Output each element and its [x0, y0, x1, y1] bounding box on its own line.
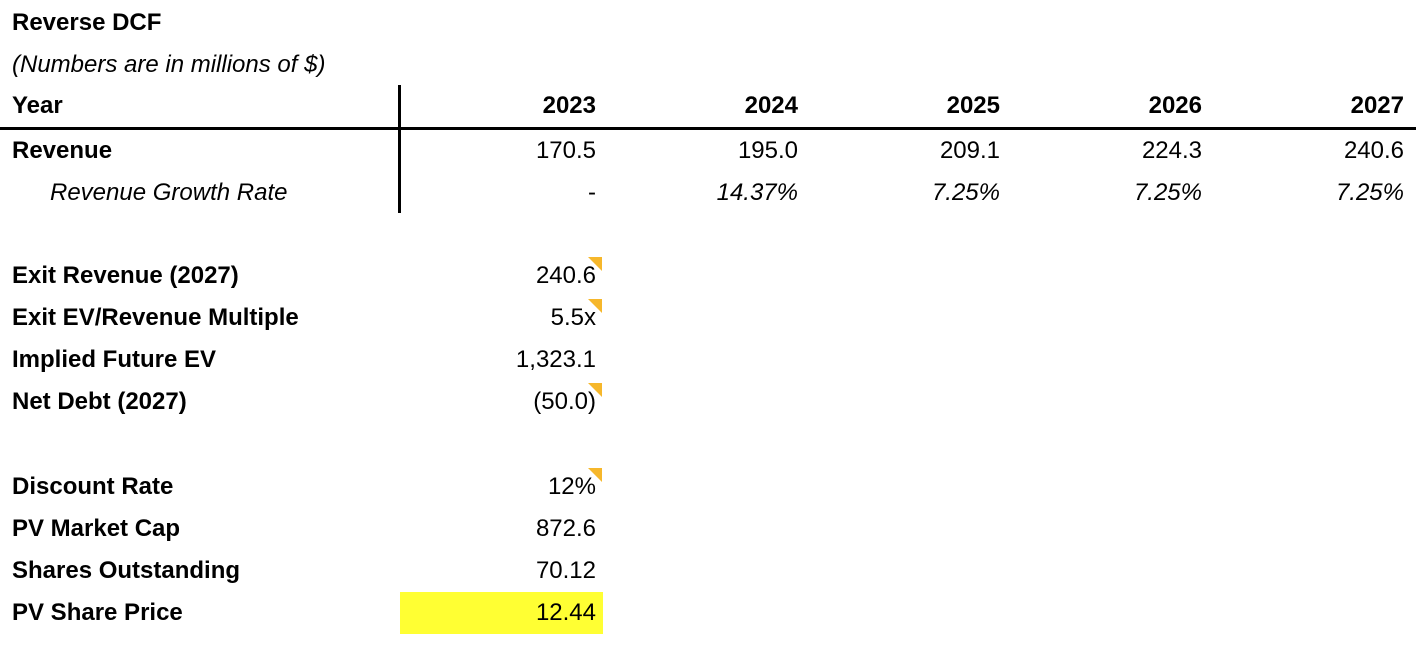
growth-cell[interactable]: 7.25% [1133, 179, 1202, 206]
sheet-title: Reverse DCF [12, 9, 162, 36]
exit-multiple-value[interactable]: 5.5x [550, 304, 596, 331]
pv-market-cap-row: PV Market Cap 872.6 [0, 508, 620, 550]
exit-multiple-label[interactable]: Exit EV/Revenue Multiple [12, 304, 299, 331]
net-debt-value[interactable]: (50.0) [533, 388, 596, 415]
growth-row: Revenue Growth Rate - 14.37% 7.25% 7.25%… [0, 172, 1416, 214]
shares-outstanding-row: Shares Outstanding 70.12 [0, 550, 620, 592]
implied-ev-row: Implied Future EV 1,323.1 [0, 339, 620, 381]
discount-rate-label[interactable]: Discount Rate [12, 473, 174, 500]
pv-share-price-row: PV Share Price 12.44 [0, 592, 620, 634]
comment-flag-icon[interactable] [588, 299, 602, 313]
pv-share-price-value[interactable]: 12.44 [535, 599, 596, 626]
comment-flag-icon[interactable] [588, 383, 602, 397]
growth-cell[interactable]: 7.25% [931, 179, 1000, 206]
revenue-cell[interactable]: 170.5 [535, 137, 596, 164]
implied-ev-label[interactable]: Implied Future EV [12, 346, 217, 373]
growth-cell[interactable]: - [588, 179, 596, 206]
pv-share-price-label[interactable]: PV Share Price [12, 599, 183, 626]
shares-outstanding-label[interactable]: Shares Outstanding [12, 557, 241, 584]
projection-table: Year 2023 2024 2025 2026 2027 Revenue 17… [0, 85, 1416, 214]
column-divider [398, 85, 401, 213]
pv-market-cap-value[interactable]: 872.6 [535, 515, 596, 542]
year-cell[interactable]: 2026 [1148, 92, 1202, 119]
implied-ev-value[interactable]: 1,323.1 [515, 346, 596, 373]
revenue-cell[interactable]: 209.1 [939, 137, 1000, 164]
revenue-cell[interactable]: 224.3 [1141, 137, 1202, 164]
growth-label[interactable]: Revenue Growth Rate [50, 179, 288, 206]
discount-rate-value[interactable]: 12% [547, 473, 596, 500]
revenue-label[interactable]: Revenue [12, 137, 113, 164]
discount-rate-row: Discount Rate 12% [0, 466, 620, 508]
highlight-cell [400, 592, 603, 634]
net-debt-label[interactable]: Net Debt (2027) [12, 388, 187, 415]
comment-flag-icon[interactable] [588, 468, 602, 482]
comment-flag-icon[interactable] [588, 257, 602, 271]
net-debt-row: Net Debt (2027) (50.0) [0, 381, 620, 423]
revenue-cell[interactable]: 240.6 [1343, 137, 1404, 164]
valuation-block: Exit Revenue (2027) 240.6 Exit EV/Revenu… [0, 255, 620, 423]
year-cell[interactable]: 2024 [744, 92, 798, 119]
sheet-subtitle: (Numbers are in millions of $) [12, 51, 326, 78]
pricing-block: Discount Rate 12% PV Market Cap 872.6 Sh… [0, 466, 620, 634]
exit-revenue-label[interactable]: Exit Revenue (2027) [12, 262, 239, 289]
growth-cell[interactable]: 7.25% [1335, 179, 1404, 206]
shares-outstanding-value[interactable]: 70.12 [535, 557, 596, 584]
year-cell[interactable]: 2023 [542, 92, 596, 119]
year-header-row: Year 2023 2024 2025 2026 2027 [0, 85, 1416, 130]
growth-cell[interactable]: 14.37% [716, 179, 798, 206]
revenue-cell[interactable]: 195.0 [737, 137, 798, 164]
exit-multiple-row: Exit EV/Revenue Multiple 5.5x [0, 297, 620, 339]
year-label[interactable]: Year [12, 92, 63, 119]
year-cell[interactable]: 2025 [946, 92, 1000, 119]
year-cell[interactable]: 2027 [1350, 92, 1404, 119]
exit-revenue-row: Exit Revenue (2027) 240.6 [0, 255, 620, 297]
revenue-row: Revenue 170.5 195.0 209.1 224.3 240.6 [0, 130, 1416, 172]
exit-revenue-value[interactable]: 240.6 [535, 262, 596, 289]
pv-market-cap-label[interactable]: PV Market Cap [12, 515, 181, 542]
